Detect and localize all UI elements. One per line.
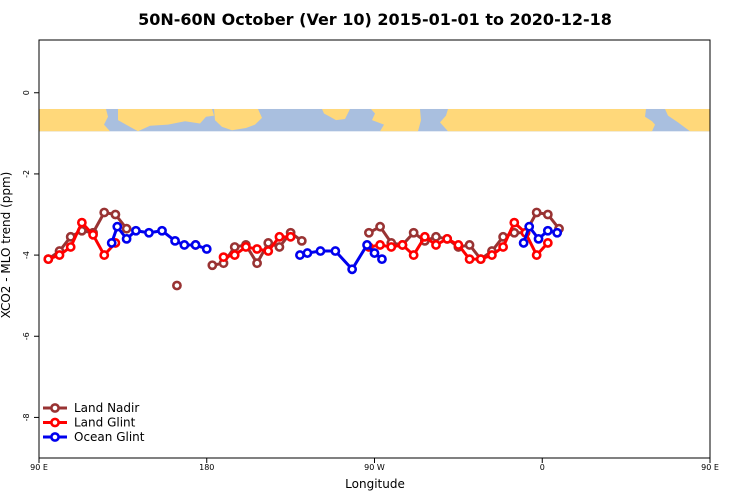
legend-marker-land-glint <box>50 417 60 428</box>
x-tick-label: 90 E <box>30 463 48 472</box>
data-point-ocean-glint <box>157 225 167 236</box>
chart-title: 50N-60N October (Ver 10) 2015-01-01 to 2… <box>138 10 612 29</box>
data-point-ocean-glint <box>533 233 544 244</box>
data-point-land-glint <box>498 242 509 252</box>
data-point-land-nadir <box>110 209 121 220</box>
plot-frame <box>38 39 711 459</box>
legend-marker-ocean-glint <box>50 432 60 442</box>
data-point-land-nadir <box>542 209 553 220</box>
data-point-ocean-glint <box>295 250 305 260</box>
data-point-land-glint <box>408 250 419 260</box>
map-land-2 <box>118 108 214 132</box>
data-point-ocean-glint <box>121 233 132 244</box>
data-point-ocean-glint <box>302 248 313 258</box>
data-point-land-glint <box>386 242 397 252</box>
data-point-land-glint <box>285 231 296 242</box>
data-point-land-glint <box>397 240 408 250</box>
data-point-ocean-glint <box>190 240 201 250</box>
map-land-7 <box>665 108 710 132</box>
data-point-land-glint <box>542 238 553 248</box>
data-point-land-glint <box>252 244 262 254</box>
data-point-land-nadir <box>364 227 374 238</box>
data-point-land-glint <box>218 252 229 263</box>
data-point-land-glint <box>442 233 453 244</box>
legend-label-land-nadir: Land Nadir <box>74 401 139 415</box>
data-point-land-glint <box>229 250 240 260</box>
y-tick-label: 0 <box>22 90 31 95</box>
data-point-land-glint <box>263 246 274 256</box>
x-tick-label: 0 <box>540 463 545 472</box>
series-line-ocean-glint <box>110 225 208 251</box>
data-point-land-glint <box>99 250 110 260</box>
data-point-land-glint <box>375 240 385 250</box>
data-point-land-nadir <box>121 223 132 234</box>
legend-label-ocean-glint: Ocean Glint <box>74 430 145 444</box>
data-point-land-nadir <box>207 260 218 271</box>
data-point-ocean-glint <box>106 238 117 248</box>
data-point-land-glint <box>453 240 464 250</box>
data-point-land-nadir <box>296 235 307 246</box>
data-point-ocean-glint <box>362 240 372 250</box>
map-land-3 <box>214 108 262 131</box>
data-point-land-nadir <box>375 221 385 232</box>
data-point-land-nadir <box>531 207 542 218</box>
data-point-land-glint <box>54 250 65 260</box>
data-point-land-glint <box>431 240 441 250</box>
data-point-ocean-glint <box>179 240 190 250</box>
data-point-land-glint <box>240 242 251 252</box>
data-point-ocean-glint <box>518 238 529 248</box>
y-axis-label: XCO2 - MLO trend (ppm) <box>0 172 13 319</box>
data-point-land-nadir <box>99 207 110 218</box>
data-point-land-glint <box>65 242 76 252</box>
data-point-ocean-glint <box>524 221 535 232</box>
y-tick-label: -6 <box>22 332 31 340</box>
data-point-ocean-glint <box>552 227 563 238</box>
legend-label-land-glint: Land Glint <box>74 416 136 430</box>
data-point-land-glint <box>464 254 475 265</box>
data-point-ocean-glint <box>542 225 553 236</box>
x-tick-label: 180 <box>199 463 214 472</box>
data-point-land-glint <box>487 250 497 260</box>
data-point-land-glint <box>274 231 285 242</box>
y-tick-label: -4 <box>22 251 31 259</box>
data-point-ocean-glint <box>369 248 380 258</box>
x-axis-label: Longitude <box>345 477 405 491</box>
data-point-ocean-glint <box>377 254 387 265</box>
data-point-land-glint <box>43 254 54 265</box>
map-land-4 <box>322 108 350 121</box>
map-land-6 <box>440 108 655 132</box>
plot-area: 90 E 180 90 W 0 90 E 0 -2 -4 -6 -8 <box>22 90 719 472</box>
x-tick-label: 90 E <box>701 463 719 472</box>
data-point-ocean-glint <box>201 244 212 254</box>
y-tick-label: -2 <box>22 170 31 178</box>
data-point-ocean-glint <box>330 246 341 256</box>
data-point-land-nadir <box>172 280 182 291</box>
data-point-ocean-glint <box>112 221 123 232</box>
data-point-land-glint <box>475 254 486 265</box>
legend-marker-land-nadir <box>50 403 60 413</box>
x-tick-label: 90 W <box>364 463 385 472</box>
data-point-ocean-glint <box>131 225 141 236</box>
data-point-land-nadir <box>274 242 285 252</box>
data-point-land-glint <box>76 217 87 228</box>
data-point-ocean-glint <box>347 264 358 275</box>
data-point-land-glint <box>509 217 520 228</box>
data-point-land-nadir <box>408 227 419 238</box>
data-point-land-glint <box>419 231 430 242</box>
data-point-land-nadir <box>252 258 262 269</box>
data-point-land-nadir <box>464 240 475 250</box>
data-point-land-nadir <box>431 231 441 242</box>
data-point-ocean-glint <box>315 246 326 256</box>
map-land-1 <box>39 108 110 132</box>
data-point-ocean-glint <box>144 227 154 238</box>
data-point-land-nadir <box>229 242 240 252</box>
data-point-land-glint <box>88 229 98 240</box>
data-point-land-glint <box>531 250 542 260</box>
y-tick-label: -8 <box>22 413 31 421</box>
map-land-5 <box>371 108 421 132</box>
data-point-ocean-glint <box>170 235 180 246</box>
